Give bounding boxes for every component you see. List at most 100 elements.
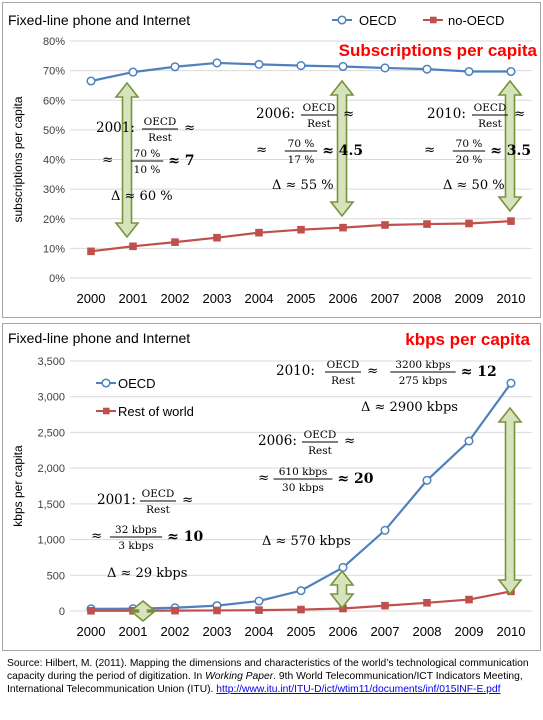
y-axis-title: subscriptions per capita	[11, 96, 25, 222]
x-tick-label: 2005	[287, 291, 316, 306]
data-point-rest	[465, 219, 473, 228]
approx-sign: ≈	[424, 142, 435, 158]
annotation-year: 2001:	[97, 492, 136, 508]
approx-sign: ≈	[91, 528, 102, 544]
annotation-ratio-num: 70 %	[288, 138, 315, 150]
annotation-ratio-den: 10 %	[134, 164, 161, 176]
chart-figure: Fixed-line phone and Internet Subscriptio…	[2, 2, 541, 651]
data-point-rest	[381, 221, 389, 229]
legend-label: Rest of world	[118, 404, 194, 419]
data-point-oecd	[380, 63, 390, 73]
legend-marker	[337, 15, 347, 25]
annotation-frac-num: OECD	[144, 116, 177, 128]
y-tick-label: 50%	[43, 125, 65, 137]
x-tick-label: 2003	[203, 624, 232, 639]
annotation-ratio-num: 3200 kbps	[395, 359, 450, 371]
y-tick-label: 1,500	[37, 499, 65, 511]
annotation-year: 2006:	[256, 106, 295, 122]
annotation-ratio-num: 70 %	[456, 138, 483, 150]
x-tick-label: 2006	[329, 291, 358, 306]
legend-marker	[101, 378, 111, 388]
x-tick-label: 2008	[413, 624, 442, 639]
difference-arrow	[497, 406, 523, 596]
x-tick-label: 2008	[413, 291, 442, 306]
difference-arrow	[329, 79, 355, 218]
y-tick-label: 70%	[43, 66, 65, 78]
y-tick-label: 30%	[43, 184, 65, 196]
data-point-oecd	[254, 596, 264, 606]
x-tick-label: 2007	[371, 624, 400, 639]
data-point-oecd	[380, 525, 390, 535]
source-prefix: Source: Hilbert, M. (2011). Mapping the …	[7, 658, 529, 682]
data-point-rest	[87, 247, 95, 256]
data-point-rest	[213, 233, 221, 242]
x-tick-label: 2000	[77, 291, 106, 306]
x-tick-label: 2010	[497, 291, 526, 306]
annotation-delta: Δ ≈ 50 %	[443, 178, 505, 193]
annotation-delta: Δ ≈ 29 kbps	[107, 566, 187, 581]
approx-sign: ≈	[256, 142, 267, 158]
annotation-year: 2006:	[258, 433, 297, 449]
chart-title: Fixed-line phone and Internet	[8, 12, 190, 28]
x-tick-label: 2004	[245, 291, 274, 306]
annotation-delta: Δ ≈ 570 kbps	[262, 534, 351, 549]
data-point-oecd	[506, 66, 516, 77]
source-citation: Source: Hilbert, M. (2011). Mapping the …	[7, 657, 539, 696]
x-tick-label: 2009	[455, 624, 484, 639]
y-tick-label: 80%	[43, 36, 65, 48]
annotation-delta: Δ ≈ 2900 kbps	[361, 400, 458, 415]
y-tick-label: 1,000	[37, 535, 65, 547]
annotation-result: ≈ 4.5	[322, 143, 363, 159]
approx-sign: ≈	[258, 470, 269, 486]
x-tick-label: 2004	[245, 624, 274, 639]
data-point-oecd	[296, 61, 306, 71]
panel-kbps	[2, 323, 541, 651]
data-point-rest	[423, 598, 431, 607]
annotation-ratio-num: 32 kbps	[115, 524, 157, 536]
annotation-frac-num: OECD	[303, 102, 336, 114]
data-point-rest	[129, 242, 137, 251]
legend-marker	[103, 407, 110, 415]
annotation-frac-num: OECD	[474, 102, 507, 114]
data-point-oecd	[338, 61, 348, 72]
annotation-frac-den: Rest	[148, 132, 173, 144]
y-tick-label: 0	[59, 606, 65, 618]
chart-title: Fixed-line phone and Internet	[8, 330, 190, 346]
annotation-year: 2010:	[276, 363, 315, 379]
x-tick-label: 2001	[119, 291, 148, 306]
y-tick-label: 0%	[49, 273, 65, 285]
annotation-result: ≈ 7	[168, 153, 194, 169]
y-tick-label: 2,000	[37, 463, 65, 475]
source-italic: Working Paper	[205, 671, 274, 682]
data-point-oecd	[86, 76, 96, 86]
data-point-oecd	[338, 562, 348, 572]
approx-sign: ≈	[367, 363, 378, 379]
x-tick-label: 2002	[161, 291, 190, 306]
y-tick-label: 3,500	[37, 356, 65, 368]
x-tick-label: 2000	[77, 624, 106, 639]
annotation-delta: Δ ≈ 55 %	[272, 178, 334, 193]
y-tick-label: 10%	[43, 243, 65, 255]
annotation-ratio-den: 30 kbps	[282, 482, 324, 494]
x-tick-label: 2005	[287, 624, 316, 639]
x-tick-label: 2010	[497, 624, 526, 639]
source-link[interactable]: http://www.itu.int/ITU-D/ict/wtim11/docu…	[216, 684, 501, 695]
y-tick-label: 60%	[43, 95, 65, 107]
x-tick-label: 2002	[161, 624, 190, 639]
data-point-oecd	[170, 62, 180, 72]
x-tick-label: 2009	[455, 291, 484, 306]
legend-label: OECD	[118, 376, 156, 391]
annotation-delta: Δ ≈ 60 %	[111, 189, 173, 204]
annotation-frac-num: OECD	[304, 429, 337, 441]
data-point-rest	[423, 220, 431, 228]
data-point-rest	[87, 606, 95, 615]
approx-sign: ≈	[182, 492, 193, 508]
data-point-rest	[297, 225, 305, 234]
data-point-rest	[381, 601, 389, 610]
annotation-ratio-den: 17 %	[288, 154, 315, 166]
data-point-rest	[465, 595, 473, 604]
y-tick-label: 2,500	[37, 427, 65, 439]
x-tick-label: 2006	[329, 624, 358, 639]
x-tick-label: 2001	[119, 624, 148, 639]
annotation-ratio-num: 70 %	[134, 148, 161, 160]
